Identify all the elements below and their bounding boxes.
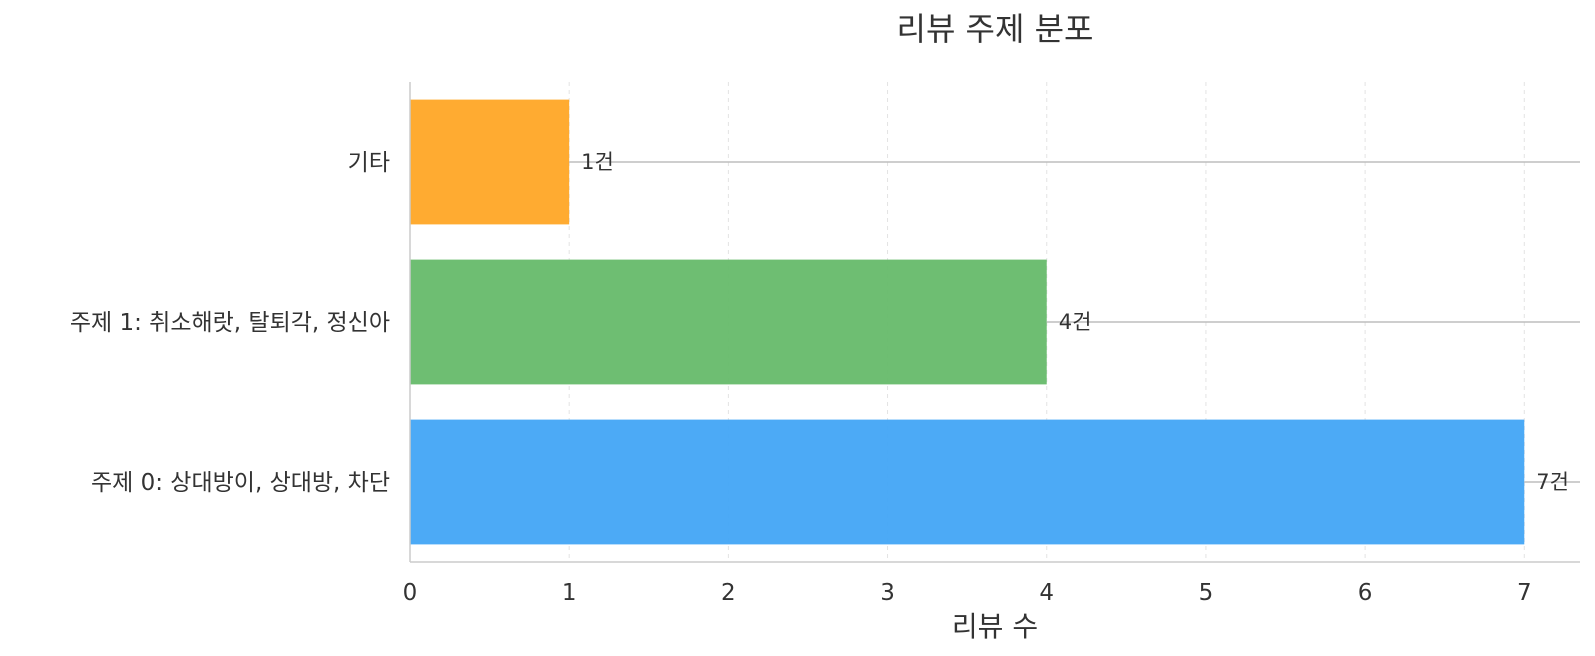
x-tick-label-1: 1 bbox=[562, 580, 577, 606]
bar-2 bbox=[410, 419, 1525, 545]
x-tick-label-7: 7 bbox=[1517, 580, 1532, 606]
x-tick-label-0: 0 bbox=[403, 580, 418, 606]
bar-0 bbox=[410, 99, 570, 225]
bars: 1건 4건 7건 bbox=[410, 99, 1580, 545]
x-tick-label-3: 3 bbox=[880, 580, 895, 606]
category-label-2: 주제 0: 상대방이, 상대방, 차단 bbox=[91, 470, 390, 496]
bar-1 bbox=[410, 259, 1047, 385]
bar-value-label-2: 7건 bbox=[1536, 470, 1569, 494]
category-label-0: 기타 bbox=[348, 150, 390, 176]
category-label-1: 주제 1: 취소해랏, 탈퇴각, 정신아 bbox=[70, 310, 390, 336]
x-tick-labels: 0 1 2 3 4 5 6 7 bbox=[403, 580, 1532, 606]
bar-value-label-0: 1건 bbox=[581, 150, 614, 174]
chart-title: 리뷰 주제 분포 bbox=[897, 10, 1094, 48]
x-tick-label-2: 2 bbox=[721, 580, 736, 606]
x-axis-label: 리뷰 수 bbox=[952, 610, 1038, 643]
x-tick-label-4: 4 bbox=[1039, 580, 1054, 606]
x-tick-label-6: 6 bbox=[1358, 580, 1373, 606]
bar-value-label-1: 4건 bbox=[1059, 310, 1092, 334]
x-tick-label-5: 5 bbox=[1199, 580, 1214, 606]
axes bbox=[409, 82, 1580, 563]
